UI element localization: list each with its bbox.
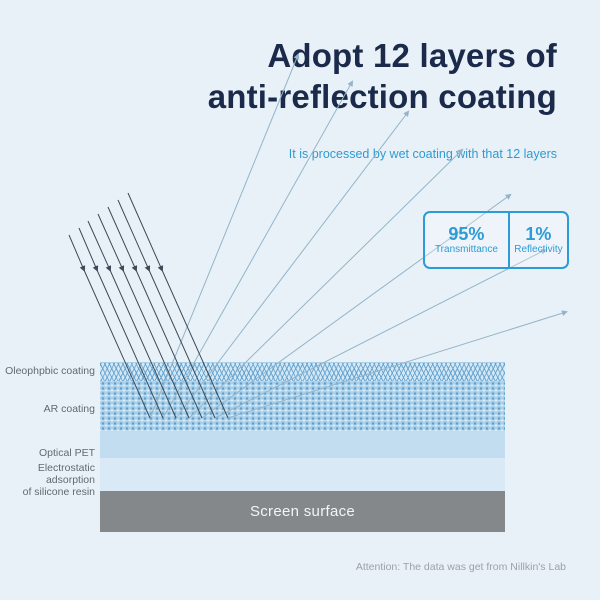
title-line-2: anti-reflection coating xyxy=(207,77,557,115)
layer-optical-pet xyxy=(100,431,505,458)
layer-electrostatic-adsorption xyxy=(100,458,505,491)
reflectivity-value: 1% xyxy=(525,224,552,244)
transmittance-label: Transmittance xyxy=(434,244,498,255)
subtitle: It is processed by wet coating with that… xyxy=(288,147,557,161)
label-oleophobic-coating: Oleophpbic coating xyxy=(5,365,95,377)
title-line-1: Adopt 12 layers of xyxy=(267,37,557,74)
page-title: Adopt 12 layers of anti-reflection coati… xyxy=(208,36,557,118)
transmittance-value: 95% xyxy=(448,224,485,244)
reflectivity-label: Reflectivity xyxy=(514,244,563,255)
label-ar-coating: AR coating xyxy=(43,403,95,415)
transmittance-stat: 95% Transmittance xyxy=(425,213,508,267)
label-electrostatic-line-1: Electrostatic adsorption xyxy=(37,462,95,487)
reflectivity-stat: 1% Reflectivity xyxy=(510,213,567,267)
layer-screen-surface: Screen surface xyxy=(100,491,505,532)
label-electrostatic-line-2: of silicone resin xyxy=(22,486,95,499)
layer-oleophobic-coating xyxy=(100,362,505,382)
stats-box: 95% Transmittance 1% Reflectivity xyxy=(423,211,569,269)
label-electrostatic-adsorption: Electrostatic adsorption of silicone res… xyxy=(0,462,95,498)
stats-divider xyxy=(507,213,510,267)
attention-note: Attention: The data was get from Nillkin… xyxy=(355,561,566,573)
label-optical-pet: Optical PET xyxy=(38,447,95,459)
screen-surface-label: Screen surface xyxy=(249,503,356,520)
layer-ar-coating xyxy=(100,381,505,431)
